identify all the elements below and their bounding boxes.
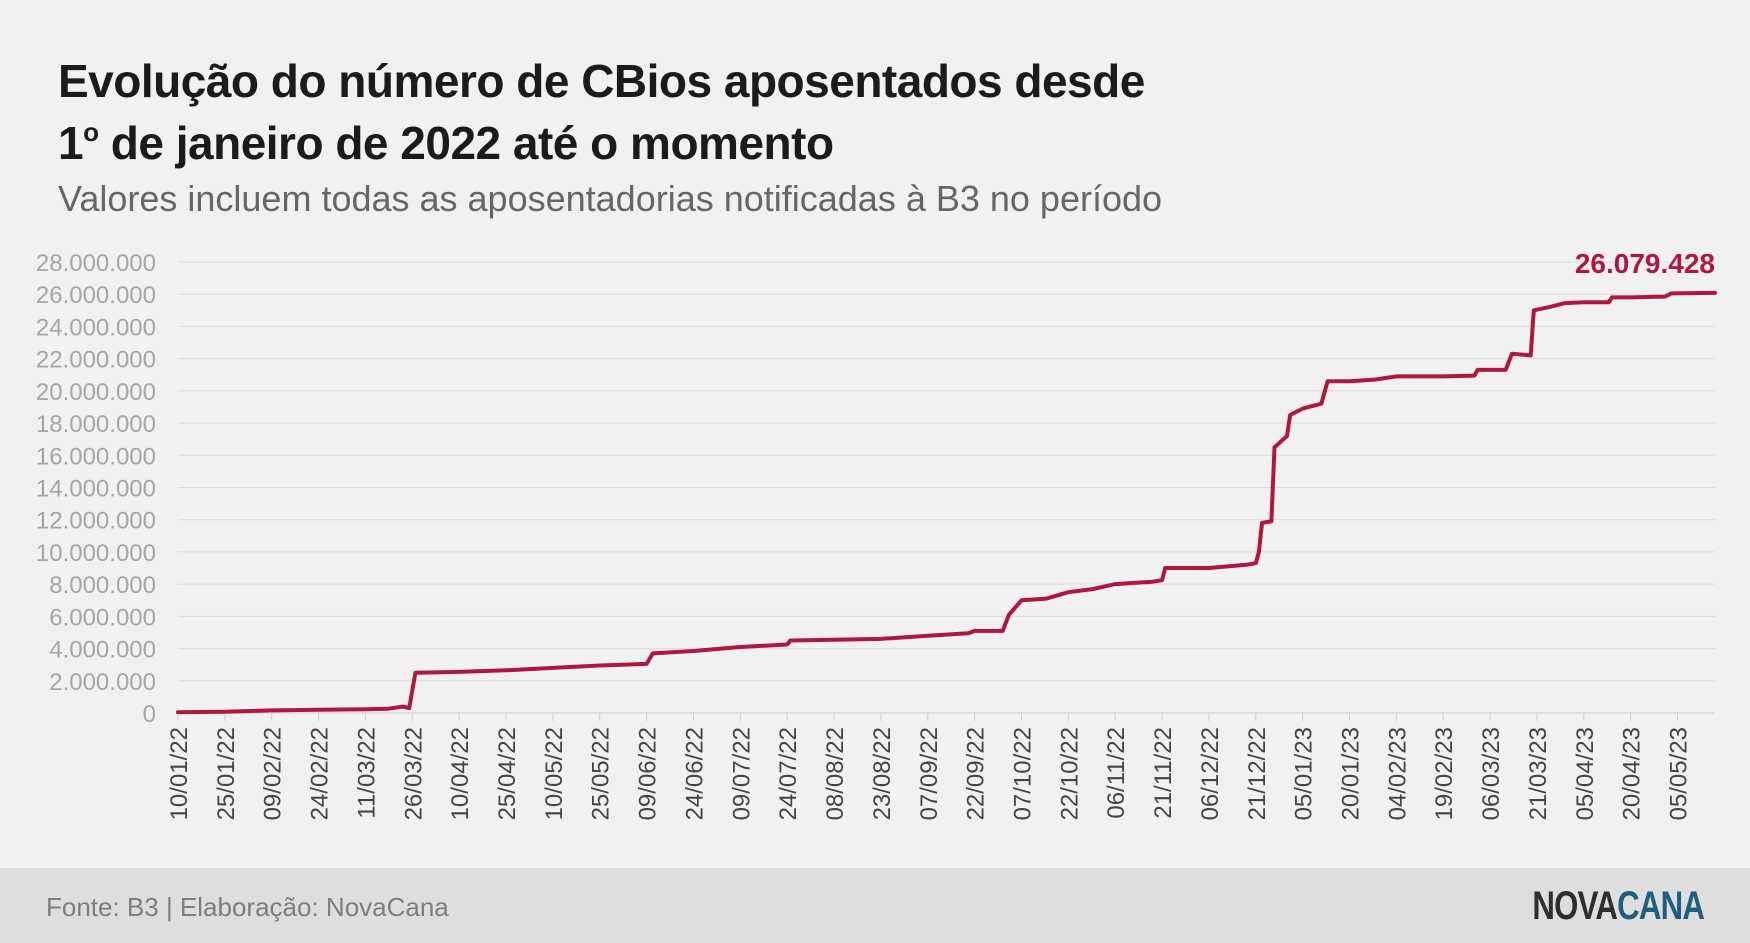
x-tick-label: 06/03/23 [1478, 727, 1505, 820]
novacana-logo: NOVACANA [1532, 884, 1704, 929]
x-tick-label: 24/07/22 [775, 727, 802, 820]
last-value-label: 26.079.428 [1575, 248, 1715, 279]
x-tick-label: 08/08/22 [822, 727, 849, 820]
series-line [176, 290, 1717, 715]
chart-title-line-2: 1o de janeiro de 2022 até o momento [58, 112, 1558, 174]
gridlines [178, 261, 1715, 714]
x-tick-label: 20/01/23 [1337, 727, 1364, 820]
x-tick-label: 09/07/22 [728, 727, 755, 820]
x-tick-label: 10/05/22 [541, 727, 568, 820]
y-tick-label: 22.000.000 [36, 347, 156, 374]
y-tick-label: 6.000.000 [49, 604, 156, 631]
x-tick-label: 21/03/23 [1525, 727, 1552, 820]
chart-title-ordinal-number: 1 [58, 117, 84, 169]
logo-part-1: NOVA [1532, 884, 1617, 928]
x-tick-label: 04/02/23 [1384, 727, 1411, 820]
x-tick-label: 25/05/22 [588, 727, 615, 820]
y-axis: 0 2.000.000 4.000.000 6.000.000 8.000.000 10.… [36, 250, 156, 728]
x-tick-label: 06/12/22 [1197, 727, 1224, 820]
logo-part-2: CANA [1616, 884, 1705, 928]
y-tick-label: 8.000.000 [49, 572, 156, 599]
x-tick-label: 25/01/22 [213, 727, 240, 820]
x-tick-label: 24/02/22 [307, 727, 334, 820]
y-tick-label: 26.000.000 [36, 282, 156, 309]
chart-subtitle: Valores incluem todas as aposentadorias … [58, 178, 1163, 219]
x-tick-label: 05/05/23 [1666, 727, 1693, 820]
y-tick-label: 18.000.000 [36, 411, 156, 438]
footer: Fonte: B3 | Elaboração: NovaCana NOVACAN… [0, 868, 1750, 943]
y-tick-label: 4.000.000 [49, 637, 156, 664]
x-tick-label: 24/06/22 [681, 727, 708, 820]
x-tick-label: 22/09/22 [963, 727, 990, 820]
x-tick-label: 11/03/22 [353, 727, 380, 819]
y-tick-label: 0 [143, 701, 156, 728]
y-tick-label: 14.000.000 [36, 476, 156, 503]
y-tick-label: 12.000.000 [36, 508, 156, 535]
x-tick-label: 23/08/22 [869, 727, 896, 820]
x-tick-label: 19/02/23 [1431, 727, 1458, 820]
y-tick-label: 10.000.000 [36, 540, 156, 567]
x-tick-label: 20/04/23 [1619, 727, 1646, 820]
x-tick-label: 25/04/22 [494, 727, 521, 820]
x-tick-label: 07/09/22 [916, 727, 943, 820]
y-tick-label: 28.000.000 [36, 250, 156, 277]
line-chart: 0 2.000.000 4.000.000 6.000.000 8.000.000 10.… [36, 248, 1717, 820]
x-tick-label: 21/11/22 [1150, 727, 1177, 819]
source-note: Fonte: B3 | Elaboração: NovaCana [46, 892, 449, 922]
x-tick-label: 05/01/23 [1291, 727, 1318, 820]
x-tick-label: 26/03/22 [400, 727, 427, 820]
y-tick-label: 24.000.000 [36, 314, 156, 341]
x-tick-label: 10/04/22 [447, 727, 474, 820]
x-axis: 10/01/22 25/01/22 09/02/22 24/02/22 11/03/22… [166, 712, 1715, 820]
x-tick-label: 05/04/23 [1572, 727, 1599, 820]
x-tick-label: 21/12/22 [1244, 727, 1271, 820]
x-tick-label: 10/01/22 [166, 727, 193, 820]
x-tick-label: 22/10/22 [1056, 727, 1083, 820]
chart-title-line-1: Evolução do número de CBios aposentados … [58, 55, 1145, 107]
chart-title: Evolução do número de CBios aposentados … [58, 50, 1558, 174]
y-tick-label: 2.000.000 [49, 669, 156, 696]
x-tick-label: 09/02/22 [260, 727, 287, 820]
x-tick-label: 09/06/22 [635, 727, 662, 820]
y-tick-label: 20.000.000 [36, 379, 156, 406]
x-tick-label: 06/11/22 [1103, 727, 1130, 819]
chart-title-line-2-text: de janeiro de 2022 até o momento [98, 117, 834, 169]
x-tick-label: 07/10/22 [1009, 727, 1036, 820]
chart-title-ordinal-sup: o [83, 117, 99, 147]
y-tick-label: 16.000.000 [36, 443, 156, 470]
